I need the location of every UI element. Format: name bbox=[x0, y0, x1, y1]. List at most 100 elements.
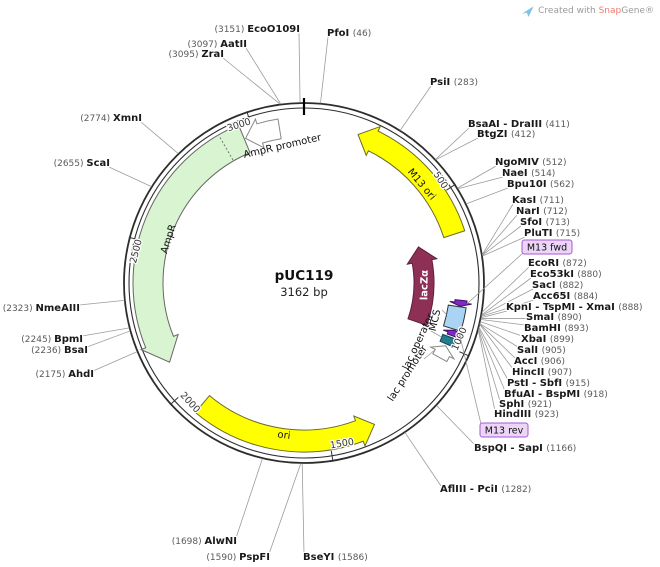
enzyme-label-BtgZI[interactable]: BtgZI (412) bbox=[476, 128, 537, 142]
tick-label-1500: 1500 bbox=[329, 437, 355, 452]
enzyme-label-ZraI[interactable]: (3095) ZraI bbox=[167, 48, 225, 62]
plasmid-size: 3162 bp bbox=[280, 285, 328, 299]
enzyme-label-NaeI[interactable]: NaeI (514) bbox=[501, 167, 557, 181]
enzyme-label-AhdI[interactable]: (2175) AhdI bbox=[34, 368, 95, 382]
feature-leader-lac-promoter bbox=[423, 348, 437, 360]
feature-shape-ampr-promoter[interactable] bbox=[244, 117, 282, 149]
enzyme-label-BsaI[interactable]: (2236) BsaI bbox=[30, 344, 89, 358]
feature-ampr[interactable]: AmpR bbox=[132, 124, 251, 363]
feature-shape-m13-ori[interactable] bbox=[357, 125, 466, 239]
enzyme-label-BspQI-SapI[interactable]: BspQI - SapI (1166) bbox=[473, 442, 578, 456]
enzyme-label-NarI[interactable]: NarI (712) bbox=[515, 205, 569, 219]
feature-lac-promoter[interactable]: lac promoter bbox=[386, 343, 456, 403]
feature-label-lacza: lacZα bbox=[419, 270, 431, 301]
feature-leader-mcs bbox=[441, 309, 447, 315]
leader-line-SphI bbox=[478, 329, 501, 402]
m13-rev-label-box[interactable] bbox=[479, 422, 529, 438]
enzyme-label-KpnI-TspMI-XmaI[interactable]: KpnI - TspMI - XmaI (888) bbox=[505, 301, 644, 315]
tick-mark-2500 bbox=[128, 236, 140, 241]
feature-shape-lacza[interactable] bbox=[406, 246, 439, 326]
enzyme-label-SphI[interactable]: SphI (921) bbox=[498, 398, 553, 412]
m13-rev-label[interactable]: M13 rev bbox=[459, 334, 529, 438]
enzyme-label-NmeAIII[interactable]: (2323) NmeAIII bbox=[1, 302, 81, 316]
leader-line-NarI bbox=[482, 214, 518, 256]
enzyme-label-EcoRI[interactable]: EcoRI (872) bbox=[527, 257, 588, 271]
enzyme-label-SmaI[interactable]: SmaI (890) bbox=[525, 311, 583, 325]
enzyme-label-BseYI[interactable]: BseYI (1586) bbox=[302, 551, 369, 565]
credit-text: Created with bbox=[538, 6, 596, 16]
plasmid-title: pUC119 3162 bp bbox=[275, 268, 334, 299]
leader-line-HindIII bbox=[477, 329, 496, 412]
feature-ori[interactable]: ori bbox=[194, 394, 376, 453]
enzyme-label-AatII[interactable]: (3097) AatII bbox=[186, 38, 248, 52]
enzyme-label-BpmI[interactable]: (2245) BpmI bbox=[20, 333, 84, 347]
feature-shape-mcs[interactable] bbox=[442, 304, 467, 332]
leader-line-SacI bbox=[481, 288, 534, 316]
leader-line-BseYI bbox=[301, 463, 305, 555]
tick-mark-2000 bbox=[169, 397, 179, 406]
leader-line-EcoRI bbox=[481, 266, 530, 313]
m13-fwd-label[interactable]: M13 fwd bbox=[466, 239, 573, 305]
enzyme-label-KasI[interactable]: KasI (711) bbox=[511, 194, 565, 208]
feature-shape-lac-promoter[interactable] bbox=[428, 345, 456, 363]
m13-fwd-label-text: M13 fwd bbox=[527, 243, 567, 254]
feature-shape-m13-rev-primer[interactable] bbox=[443, 329, 465, 339]
enzyme-label-BfuAI-BspMI[interactable]: BfuAI - BspMI (918) bbox=[503, 388, 609, 402]
leader-line-XmnI bbox=[140, 121, 179, 154]
leader-line-NgoMIV bbox=[457, 165, 497, 189]
leader-line-BsaI bbox=[86, 330, 131, 348]
leader-line-BfuAI-BspMI bbox=[478, 328, 506, 392]
leader-line-AlwNI bbox=[235, 458, 263, 539]
feature-shape-ampr[interactable] bbox=[132, 124, 251, 363]
m13-fwd-label-box[interactable] bbox=[521, 239, 573, 255]
leader-line-NmeAIII bbox=[78, 299, 125, 306]
enzyme-label-EcoO109I[interactable]: (3151) EcoO109I bbox=[213, 23, 301, 37]
enzyme-label-SalI[interactable]: SalI (905) bbox=[516, 344, 567, 358]
feature-shape-ori[interactable] bbox=[194, 394, 376, 453]
leader-line-BtgZI bbox=[435, 137, 479, 161]
enzyme-label-HindIII[interactable]: HindIII (923) bbox=[493, 408, 560, 422]
enzyme-label-PsiI[interactable]: PsiI (283) bbox=[429, 76, 479, 90]
credit-brand-gene: Gene® bbox=[621, 6, 654, 16]
leader-line-ZraI bbox=[222, 57, 281, 105]
leader-line-HincII bbox=[479, 324, 514, 370]
enzyme-label-PluTI[interactable]: PluTI (715) bbox=[523, 227, 582, 241]
tick-mark-500 bbox=[446, 183, 456, 191]
plasmid-name: pUC119 bbox=[274, 268, 334, 284]
enzyme-label-XmnI[interactable]: (2774) XmnI bbox=[79, 112, 143, 126]
enzyme-label-AccI[interactable]: AccI (906) bbox=[513, 355, 567, 369]
tick-mark-3000 bbox=[246, 111, 251, 122]
leader-line-Bpu10I bbox=[466, 187, 509, 205]
feature-shape-m13-fwd-primer[interactable] bbox=[449, 299, 472, 307]
leader-line-KpnI-TspMI-XmaI bbox=[481, 310, 508, 319]
enzyme-label-Bpu10I[interactable]: Bpu10I (562) bbox=[506, 178, 576, 192]
leader-line-PfoI bbox=[320, 36, 329, 104]
leader-line-AccI bbox=[479, 323, 516, 359]
enzyme-label-PspFI[interactable]: (1590) PspFI bbox=[205, 551, 271, 565]
m13-fwd-leader-line bbox=[466, 252, 524, 305]
enzyme-label-BamHI[interactable]: BamHI (893) bbox=[523, 322, 590, 336]
enzyme-label-PstI-SbfI[interactable]: PstI - SbfI (915) bbox=[506, 377, 591, 391]
enzyme-label-XbaI[interactable]: XbaI (899) bbox=[520, 333, 576, 347]
enzyme-label-AlwNI[interactable]: (1698) AlwNI bbox=[170, 535, 238, 549]
leader-line-BsaAI-DraIII bbox=[435, 127, 470, 160]
leader-line-SalI bbox=[479, 323, 519, 348]
enzyme-label-HincII[interactable]: HincII (907) bbox=[511, 366, 573, 380]
enzyme-label-PfoI[interactable]: PfoI (46) bbox=[326, 27, 373, 41]
enzyme-label-SfoI[interactable]: SfoI (713) bbox=[519, 216, 571, 230]
enzyme-label-Acc65I[interactable]: Acc65I (884) bbox=[532, 290, 599, 304]
feature-m13-rev-primer[interactable] bbox=[443, 329, 465, 339]
enzyme-label-NgoMIV[interactable]: NgoMIV (512) bbox=[494, 156, 568, 170]
feature-m13-fwd-primer[interactable] bbox=[449, 299, 472, 307]
feature-lacza[interactable]: lacZα bbox=[406, 246, 439, 326]
enzyme-label-AflIII-PciI[interactable]: AflIII - PciI (1282) bbox=[439, 483, 533, 497]
enzyme-label-SacI[interactable]: SacI (882) bbox=[531, 279, 585, 293]
feature-mcs[interactable]: MCS bbox=[428, 304, 467, 332]
enzyme-label-ScaI[interactable]: (2655) ScaI bbox=[52, 157, 111, 171]
feature-ampr-promoter[interactable]: AmpR promoter bbox=[242, 117, 323, 161]
feature-shape-lac-operator[interactable] bbox=[439, 333, 457, 348]
feature-label-ori: ori bbox=[277, 429, 291, 442]
enzyme-label-Eco53kI[interactable]: Eco53kI (880) bbox=[529, 268, 603, 282]
enzyme-label-BsaAI-DraIII[interactable]: BsaAI - DraIII (411) bbox=[467, 118, 571, 132]
